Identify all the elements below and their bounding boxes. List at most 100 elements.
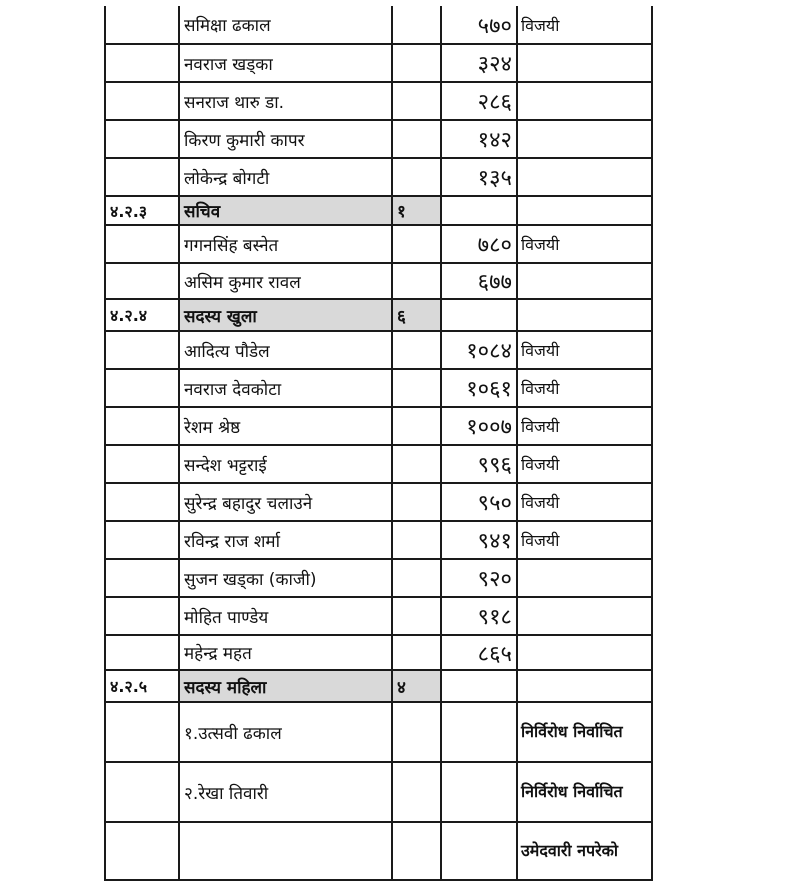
result-status [516,669,653,703]
seat-count [391,821,442,881]
result-status: विजयी [516,520,653,560]
seat-count [391,761,442,823]
candidate-name: सनराज थारु डा. [178,81,393,121]
vote-count: ९४१ [440,520,518,560]
candidate-name: सन्देश भट्टराई [178,444,393,484]
result-status: विजयी [516,330,653,370]
candidate-name: १.उत्सवी ढकाल [178,701,393,763]
candidate-row: सुरेन्द्र बहादुर चलाउने ९५० विजयी [104,482,653,522]
seat-count: ६ [391,298,442,332]
seat-count [391,444,442,484]
result-status: निर्विरोध निर्वाचित [516,761,653,823]
section-code [104,444,180,484]
section-code [104,634,180,671]
result-status: विजयी [516,482,653,522]
vote-count [440,761,518,823]
section-code [104,6,180,45]
vote-count: ९५० [440,482,518,522]
seat-count [391,482,442,522]
section-header-row: ४.२.४ सदस्य खुला ६ [104,298,653,332]
seat-count [391,368,442,408]
seat-count: ४ [391,669,442,703]
vote-count: ९२० [440,558,518,598]
seat-count [391,596,442,636]
vote-count: ९९६ [440,444,518,484]
section-code [104,482,180,522]
candidate-row: सनराज थारु डा. २८६ [104,81,653,121]
candidate-row: रविन्द्र राज शर्मा ९४१ विजयी [104,520,653,560]
candidate-name: गगनसिंह बस्नेत [178,224,393,264]
result-status [516,157,653,197]
result-status [516,262,653,300]
section-code [104,119,180,159]
candidate-row: असिम कुमार रावल ६७७ [104,262,653,300]
seat-count: १ [391,195,442,226]
seat-count [391,6,442,45]
result-status [516,298,653,332]
result-status: विजयी [516,368,653,408]
section-code: ४.२.३ [104,195,180,226]
candidate-row: समिक्षा ढकाल ५७० विजयी [104,6,653,45]
candidate-name: मोहित पाण्डेय [178,596,393,636]
vote-count [440,821,518,881]
candidate-row: किरण कुमारी कापर १४२ [104,119,653,159]
seat-count [391,701,442,763]
result-status [516,43,653,83]
section-code: ४.२.५ [104,669,180,703]
vote-count [440,195,518,226]
seat-count [391,330,442,370]
vote-count [440,298,518,332]
candidate-name: महेन्द्र महत [178,634,393,671]
candidate-row: २.रेखा तिवारी निर्विरोध निर्वाचित [104,761,653,823]
candidate-name: रविन्द्र राज शर्मा [178,520,393,560]
result-status: निर्विरोध निर्वाचित [516,701,653,763]
vote-count [440,669,518,703]
section-code [104,558,180,598]
result-status: विजयी [516,444,653,484]
seat-count [391,406,442,446]
section-code [104,224,180,264]
vote-count: ६७७ [440,262,518,300]
candidate-row: महेन्द्र महत ८६५ [104,634,653,671]
candidate-name: २.रेखा तिवारी [178,761,393,823]
candidate-row: १.उत्सवी ढकाल निर्विरोध निर्वाचित [104,701,653,763]
section-code [104,821,180,881]
section-code [104,157,180,197]
candidate-row: सुजन खड्का (काजी) ९२० [104,558,653,598]
section-code [104,81,180,121]
candidate-row: नवराज खड्का ३२४ [104,43,653,83]
candidate-name: सुरेन्द्र बहादुर चलाउने [178,482,393,522]
vote-count: २८६ [440,81,518,121]
candidate-name: समिक्षा ढकाल [178,6,393,45]
seat-count [391,634,442,671]
seat-count [391,43,442,83]
results-body: समिक्षा ढकाल ५७० विजयी नवराज खड्का ३२४ सनराज … [104,6,653,881]
seat-count [391,262,442,300]
candidate-row: रेशम श्रेष्ठ १००७ विजयी [104,406,653,446]
result-status [516,558,653,598]
vote-count: १०८४ [440,330,518,370]
vote-count: ९१८ [440,596,518,636]
election-results-table: समिक्षा ढकाल ५७० विजयी नवराज खड्का ३२४ सनराज … [104,6,653,881]
result-status [516,634,653,671]
candidate-name: किरण कुमारी कापर [178,119,393,159]
candidate-row: मोहित पाण्डेय ९१८ [104,596,653,636]
result-status: विजयी [516,224,653,264]
vote-count: ३२४ [440,43,518,83]
result-status [516,81,653,121]
candidate-name: सुजन खड्का (काजी) [178,558,393,598]
vote-count: ७८० [440,224,518,264]
section-code [104,406,180,446]
candidate-name: लोकेन्द्र बोगटी [178,157,393,197]
post-name: सचिव [178,195,393,226]
candidate-name: नवराज खड्का [178,43,393,83]
section-code [104,262,180,300]
result-status [516,119,653,159]
section-code [104,368,180,408]
candidate-row: लोकेन्द्र बोगटी १३५ [104,157,653,197]
section-header-row: ४.२.५ सदस्य महिला ४ [104,669,653,703]
candidate-name [178,821,393,881]
vote-count: १४२ [440,119,518,159]
candidate-row: गगनसिंह बस्नेत ७८० विजयी [104,224,653,264]
seat-count [391,520,442,560]
